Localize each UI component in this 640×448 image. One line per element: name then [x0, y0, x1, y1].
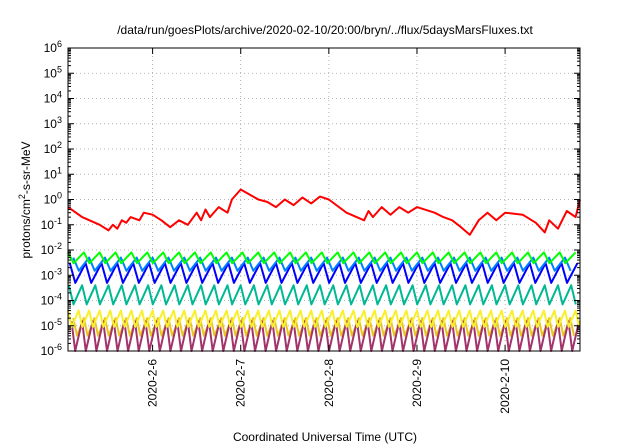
y-tick-exp: -4	[54, 292, 62, 302]
y-tick-label: 10-2	[41, 241, 62, 257]
y-tick-exp: 1	[57, 165, 62, 175]
y-tick-label: 10-6	[41, 342, 62, 358]
y-tick-exp: -6	[54, 342, 62, 352]
y-tick-label: 106	[44, 39, 62, 55]
series-line	[67, 284, 577, 306]
series-line	[72, 256, 572, 272]
y-tick-label: 10-3	[41, 266, 62, 282]
x-tick-label: 2020-2-8	[322, 359, 336, 407]
series-line	[70, 320, 581, 352]
y-tick-base: 10	[41, 268, 55, 282]
y-tick-exp: 6	[57, 39, 62, 49]
chart-title: /data/run/goesPlots/archive/2020-02-10/2…	[117, 23, 533, 37]
y-tick-label: 104	[44, 90, 62, 106]
y-tick-base: 10	[44, 92, 58, 106]
y-tick-exp: -5	[54, 317, 62, 327]
y-tick-exp: -1	[54, 216, 62, 226]
y-tick-label: 101	[44, 165, 62, 181]
series-group	[67, 188, 581, 352]
x-axis: 2020-2-6 2020-2-7 2020-2-8 2020-2-9 2020-2-1…	[146, 48, 512, 414]
y-tick-base: 10	[44, 193, 58, 207]
y-axis: 10-610-510-410-310-210-11001011021031041…	[41, 39, 580, 358]
y-tick-exp: -2	[54, 241, 62, 251]
y-tick-label: 10-4	[41, 292, 62, 308]
x-tick-label: 2020-2-9	[410, 359, 424, 407]
y-axis-label-suffix: -s-sr-MeV	[19, 141, 33, 194]
y-tick-label: 10-5	[41, 317, 62, 333]
y-tick-base: 10	[41, 294, 55, 308]
y-tick-exp: 0	[57, 191, 62, 201]
y-tick-base: 10	[44, 41, 58, 55]
y-tick-label: 103	[44, 115, 62, 131]
x-axis-label: Coordinated Universal Time (UTC)	[233, 430, 417, 444]
y-tick-base: 10	[44, 117, 58, 131]
y-axis-label-prefix: protons/cm	[19, 199, 33, 258]
y-tick-base: 10	[41, 243, 55, 257]
y-tick-base: 10	[41, 218, 55, 232]
y-tick-base: 10	[44, 167, 58, 181]
y-tick-exp: 3	[57, 115, 62, 125]
y-axis-label-sup: 2	[17, 194, 27, 199]
series-line	[67, 188, 581, 236]
x-tick-label: 2020-2-6	[146, 359, 160, 407]
x-tick-label: 2020-2-10	[498, 359, 512, 414]
y-axis-label: protons/cm2-s-sr-MeV	[17, 141, 33, 258]
y-tick-exp: 4	[57, 90, 62, 100]
y-tick-base: 10	[41, 344, 55, 358]
y-tick-label: 10-1	[41, 216, 62, 232]
y-tick-exp: 2	[57, 140, 62, 150]
grid	[68, 48, 580, 351]
y-tick-exp: -3	[54, 266, 62, 276]
series-line	[67, 251, 577, 265]
y-tick-base: 10	[44, 66, 58, 80]
x-tick-label: 2020-2-7	[234, 359, 248, 407]
y-tick-label: 102	[44, 140, 62, 156]
y-tick-label: 105	[44, 64, 62, 80]
y-tick-base: 10	[41, 319, 55, 333]
y-tick-exp: 5	[57, 64, 62, 74]
y-tick-base: 10	[44, 142, 58, 156]
series-line	[67, 309, 581, 328]
y-tick-label: 100	[44, 191, 62, 207]
